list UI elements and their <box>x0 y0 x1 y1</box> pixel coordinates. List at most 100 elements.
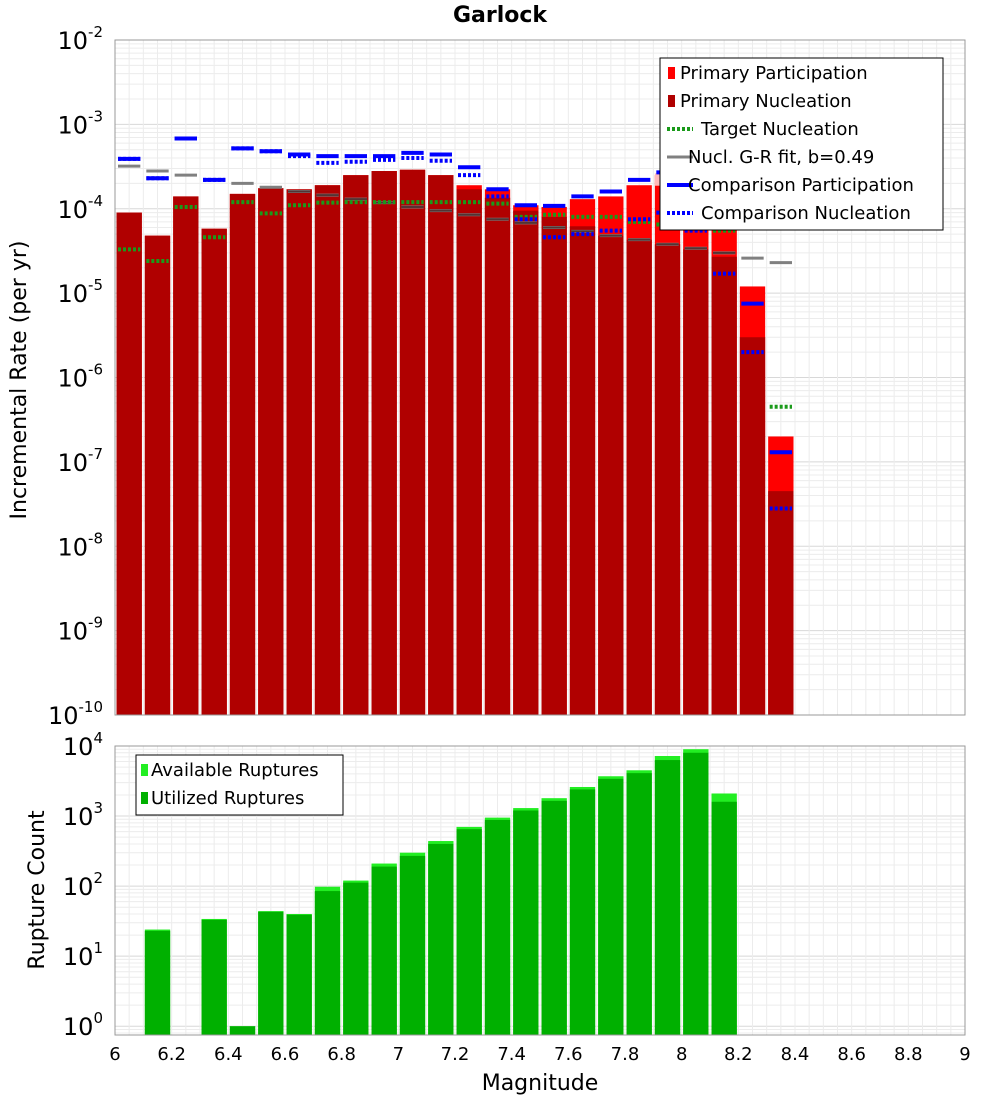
bar-primary-nucleation <box>598 235 624 715</box>
bar-primary-nucleation <box>399 169 426 715</box>
x-tick-8-8: 8.8 <box>894 1044 923 1065</box>
bar-primary-nucleation <box>144 235 171 715</box>
bar-utilized-ruptures <box>399 855 426 1035</box>
top-y-tick-4: 10-4 <box>57 192 103 224</box>
top-y-tick-6: 10-6 <box>57 361 103 393</box>
bottom-y-tick-4: 104 <box>63 729 103 761</box>
bar-primary-nucleation <box>484 197 511 716</box>
top-y-axis-label: Incremental Rate (per yr) <box>7 241 32 520</box>
x-tick-6: 6 <box>109 1044 120 1065</box>
x-tick-8: 8 <box>676 1044 687 1065</box>
bar-primary-nucleation <box>343 175 369 715</box>
x-tick-7-6: 7.6 <box>554 1044 583 1065</box>
bar-utilized-ruptures <box>569 789 596 1035</box>
x-tick-7-8: 7.8 <box>611 1044 640 1065</box>
bottom-y-tick-0: 100 <box>63 1009 103 1041</box>
x-axis-label: Magnitude <box>482 1071 599 1096</box>
x-tick-6-8: 6.8 <box>327 1044 356 1065</box>
legend-label-target-nucleation: Target Nucleation <box>700 119 859 140</box>
x-tick-labels: 6 6.2 6.4 6.6 6.8 7 7.2 7.4 7.6 7.8 8 8.2 8.4 8.6 8.8 9 <box>109 1044 970 1065</box>
x-tick-6-6: 6.6 <box>271 1044 300 1065</box>
legend-label-comparison-participation: Comparison Participation <box>688 175 914 196</box>
bar-primary-nucleation <box>456 189 482 715</box>
top-y-tick-5: 10-5 <box>57 276 103 308</box>
bar-utilized-ruptures <box>626 773 652 1035</box>
bar-utilized-ruptures <box>513 810 539 1035</box>
bar-utilized-ruptures <box>286 914 312 1035</box>
x-tick-6-2: 6.2 <box>157 1044 186 1065</box>
bar-primary-nucleation <box>258 188 284 716</box>
legend-swatch-available-ruptures <box>141 764 148 776</box>
bottom-plot-frame <box>114 745 966 1036</box>
top-legend-box <box>659 57 944 231</box>
bar-primary-nucleation <box>683 249 709 716</box>
bar-primary-nucleation <box>201 228 227 716</box>
bar-primary-nucleation <box>513 210 539 715</box>
bottom-y-tick-2: 102 <box>63 869 103 901</box>
bar-primary-nucleation <box>314 185 341 715</box>
bar-utilized-ruptures <box>258 911 284 1035</box>
x-tick-7-4: 7.4 <box>497 1044 526 1065</box>
bar-primary-nucleation <box>428 175 454 715</box>
bar-utilized-ruptures <box>201 919 227 1035</box>
top-legend: Primary Participation Primary Nucleation T… <box>659 57 944 231</box>
bar-primary-nucleation <box>173 196 199 716</box>
legend-swatch-primary-participation <box>668 67 675 79</box>
bar-primary-nucleation <box>116 212 142 716</box>
top-lines <box>118 136 792 511</box>
bar-primary-nucleation <box>739 337 766 715</box>
bar-utilized-ruptures <box>314 891 341 1035</box>
top-y-tick-9: 10-9 <box>57 614 103 646</box>
bar-utilized-ruptures <box>456 829 482 1035</box>
bottom-y-tick-1: 101 <box>63 939 103 971</box>
top-bars <box>116 169 794 716</box>
x-tick-8-2: 8.2 <box>724 1044 753 1065</box>
bar-utilized-ruptures <box>144 930 171 1035</box>
bar-utilized-ruptures <box>229 1026 256 1035</box>
bar-utilized-ruptures <box>598 778 624 1035</box>
bar-utilized-ruptures <box>711 801 737 1035</box>
legend-swatch-primary-nucleation <box>668 95 675 107</box>
x-tick-7: 7 <box>393 1044 404 1065</box>
top-y-tick-2: 10-2 <box>57 23 103 55</box>
bottom-legend: Available Ruptures Utilized Ruptures <box>135 754 344 816</box>
x-tick-8-6: 8.6 <box>837 1044 866 1065</box>
legend-label-primary-nucleation: Primary Nucleation <box>680 91 852 112</box>
top-y-tick-8: 10-8 <box>57 529 103 561</box>
bar-utilized-ruptures <box>428 843 454 1035</box>
x-tick-9: 9 <box>959 1044 970 1065</box>
x-tick-6-4: 6.4 <box>214 1044 243 1065</box>
bar-primary-nucleation <box>768 491 794 715</box>
legend-swatch-utilized-ruptures <box>141 792 148 804</box>
bar-utilized-ruptures <box>484 819 511 1035</box>
top-y-tick-7: 10-7 <box>57 445 103 477</box>
top-y-tick-labels: 10-10 10-9 10-8 10-7 10-6 10-5 10-4 10-3 10-2 <box>48 23 103 730</box>
bar-primary-nucleation <box>626 239 652 716</box>
bottom-legend-box <box>135 754 344 816</box>
bottom-bars <box>144 749 737 1035</box>
bar-utilized-ruptures <box>371 866 397 1035</box>
bar-primary-nucleation <box>286 189 312 715</box>
bar-primary-nucleation <box>711 256 737 715</box>
bar-utilized-ruptures <box>654 760 681 1035</box>
bar-primary-nucleation <box>229 193 256 715</box>
legend-label-nucl-g-r-fit-b-0-49: Nucl. G-R fit, b=0.49 <box>688 147 874 168</box>
legend-label-utilized-ruptures: Utilized Ruptures <box>151 788 304 809</box>
legend-label-available-ruptures: Available Ruptures <box>151 760 319 781</box>
x-tick-8-4: 8.4 <box>781 1044 810 1065</box>
bar-primary-nucleation <box>654 244 681 716</box>
chart-title: Garlock <box>453 3 548 28</box>
bar-primary-nucleation <box>569 226 596 715</box>
bottom-y-axis-label: Rupture Count <box>25 810 50 970</box>
bar-primary-nucleation <box>541 216 567 715</box>
bar-utilized-ruptures <box>683 752 709 1035</box>
bar-utilized-ruptures <box>541 800 567 1035</box>
x-tick-7-2: 7.2 <box>441 1044 470 1065</box>
legend-label-primary-participation: Primary Participation <box>680 63 868 84</box>
top-plot-frame <box>114 39 966 716</box>
bottom-y-tick-3: 103 <box>63 799 103 831</box>
bottom-y-tick-labels: 100 101 102 103 104 <box>63 729 103 1041</box>
top-y-tick-10: 10-10 <box>48 698 103 730</box>
bar-primary-nucleation <box>371 171 397 715</box>
